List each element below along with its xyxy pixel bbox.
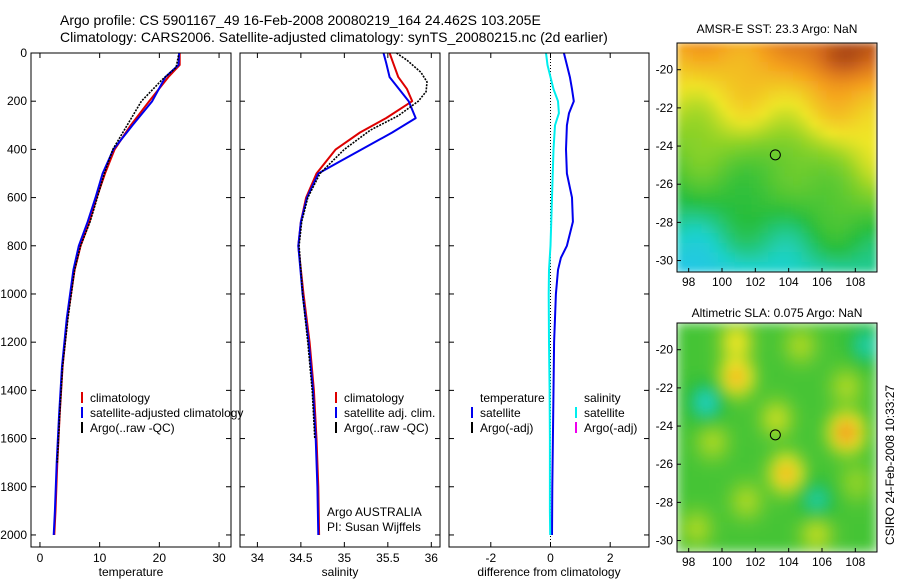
header-line2: Climatology: CARS2006. Satellite-adjuste… — [60, 29, 608, 45]
difference-series-1 — [545, 52, 560, 536]
temperature-ytick-label-6: 1200 — [0, 335, 27, 349]
salinity-frame — [239, 52, 441, 548]
temperature-ytick-label-10: 2000 — [0, 528, 27, 542]
temperature-legend-entry-2: Argo(..raw -QC) — [90, 421, 175, 435]
sst-map-ytick-label-5: -30 — [656, 254, 674, 268]
salinity-legend-entry-0: climatology — [344, 391, 404, 405]
sla-map-xtick-label-3: 104 — [779, 555, 799, 569]
difference-legend-entry-1-0: satellite — [584, 406, 625, 420]
sst-field — [677, 43, 877, 272]
sst-map-xtick-label-1: 100 — [712, 275, 732, 289]
sla-map-xtick-label-0: 98 — [682, 555, 696, 569]
salinity-legend-entry-2: Argo(..raw -QC) — [344, 421, 429, 435]
sla-map-argo-marker — [769, 429, 781, 441]
temperature-ytick-label-7: 1400 — [0, 383, 27, 397]
difference-legend-entry-0-0: satellite — [480, 406, 521, 420]
salinity-panel: 34 34.5 35 35.5 36 salinity climatologysatelli… — [239, 52, 441, 579]
difference-legend-entry-0-1: Argo(-adj) — [480, 421, 533, 435]
temperature-ytick-label-9: 1800 — [0, 480, 27, 494]
temperature-series-1 — [52, 52, 181, 536]
temperature-panel: 0 10 20 30 0 200 400 600 800 1000 1200 1400 1600 1800… — [0, 46, 243, 579]
temperature-ytick-label-8: 1600 — [0, 432, 27, 446]
sla-map-ytick-label-0: -20 — [656, 343, 674, 357]
sla-map-ytick-label-3: -26 — [656, 457, 674, 471]
side-label: CSIRO 24-Feb-2008 10:33:27 — [883, 385, 897, 545]
sla-map-xtick-label-1: 100 — [712, 555, 732, 569]
salinity-xtick-label-0: 34 — [251, 551, 265, 565]
temperature-ytick-label-2: 400 — [7, 142, 27, 156]
difference-frame — [448, 52, 650, 548]
temperature-frame — [30, 52, 232, 548]
sst-map-xtick-label-4: 106 — [812, 275, 832, 289]
sst-map-argo-marker — [769, 149, 781, 161]
sst-map-xtick-label-2: 102 — [745, 275, 765, 289]
annotation-line1: Argo AUSTRALIA — [327, 505, 422, 519]
temperature-ytick-label-5: 1000 — [0, 287, 27, 301]
difference-xtick-label-2: 2 — [607, 551, 614, 565]
temperature-legend-entry-0: climatology — [90, 391, 150, 405]
temperature-ytick-label-3: 600 — [7, 191, 27, 205]
sla-map-xtick-label-5: 108 — [845, 555, 865, 569]
temperature-xlabel: temperature — [99, 565, 164, 579]
sla-map-ytick-label-2: -24 — [656, 419, 674, 433]
temperature-xtick-label-0: 0 — [37, 551, 44, 565]
sst-map: AMSR-E SST: 23.3 Argo: NaN 98 100 102 104 10… — [656, 22, 878, 289]
difference-legend-entry-1-1: Argo(-adj) — [584, 421, 637, 435]
sst-map-ytick-label-2: -24 — [656, 139, 674, 153]
sst-map-xtick-label-0: 98 — [682, 275, 696, 289]
difference-legend-title-0: temperature — [480, 391, 545, 405]
sla-map-ytick-label-5: -30 — [656, 534, 674, 548]
header-line1: Argo profile: CS 5901167_49 16-Feb-2008 … — [60, 12, 541, 28]
temperature-ytick-label-4: 800 — [7, 239, 27, 253]
difference-xlabel: difference from climatology — [477, 565, 620, 579]
sla-map-frame — [676, 322, 878, 553]
sst-map-ytick-label-3: -26 — [656, 177, 674, 191]
sla-map: Altimetric SLA: 0.075 Argo: NaN 98 100 102… — [656, 306, 878, 569]
sst-map-xtick-label-5: 108 — [845, 275, 865, 289]
salinity-xtick-label-3: 35.5 — [376, 551, 400, 565]
sla-map-xtick-label-4: 106 — [812, 555, 832, 569]
temperature-xtick-label-1: 10 — [93, 551, 107, 565]
temperature-legend-entry-1: satellite-adjusted climatology — [90, 406, 243, 420]
salinity-legend-entry-1: satellite adj. clim. — [344, 406, 435, 420]
difference-legend-title-1: salinity — [584, 391, 621, 405]
salinity-series-2 — [298, 52, 428, 439]
sst-map-xtick-label-3: 104 — [779, 275, 799, 289]
difference-xtick-label-1: 0 — [547, 551, 554, 565]
sla-map-title: Altimetric SLA: 0.075 Argo: NaN — [692, 306, 863, 320]
salinity-xtick-label-2: 35 — [338, 551, 352, 565]
temperature-xtick-label-3: 30 — [212, 551, 226, 565]
salinity-xtick-label-4: 36 — [425, 551, 439, 565]
annotation-line2: PI: Susan Wijffels — [327, 520, 421, 534]
salinity-series-1 — [297, 52, 417, 536]
temperature-ytick-label-0: 0 — [20, 46, 27, 60]
difference-xtick-label-0: -2 — [485, 551, 496, 565]
sst-map-frame — [676, 42, 878, 273]
sla-field — [677, 323, 877, 552]
sst-map-ytick-label-4: -28 — [656, 215, 674, 229]
sst-map-ytick-label-0: -20 — [656, 63, 674, 77]
temperature-series-0 — [53, 53, 181, 536]
sst-map-title: AMSR-E SST: 23.3 Argo: NaN — [697, 22, 858, 36]
sla-map-ytick-label-1: -22 — [656, 381, 674, 395]
sla-axes: 98 100 102 104 106 108 -20 -22 -24 -26 -28 -30 — [656, 322, 878, 569]
salinity-series-0 — [297, 52, 414, 536]
sla-map-ytick-label-4: -28 — [656, 495, 674, 509]
sst-map-ytick-label-1: -22 — [656, 101, 674, 115]
difference-series-0 — [551, 52, 575, 536]
temperature-series-2 — [56, 55, 180, 463]
sla-map-xtick-label-2: 102 — [745, 555, 765, 569]
salinity-xlabel: salinity — [322, 565, 359, 579]
sst-axes: 98 100 102 104 106 108 -20 -22 -24 -26 -28 -30 — [656, 42, 878, 289]
temperature-ytick-label-1: 200 — [7, 94, 27, 108]
salinity-xtick-label-1: 34.5 — [289, 551, 313, 565]
temperature-xtick-label-2: 20 — [153, 551, 167, 565]
